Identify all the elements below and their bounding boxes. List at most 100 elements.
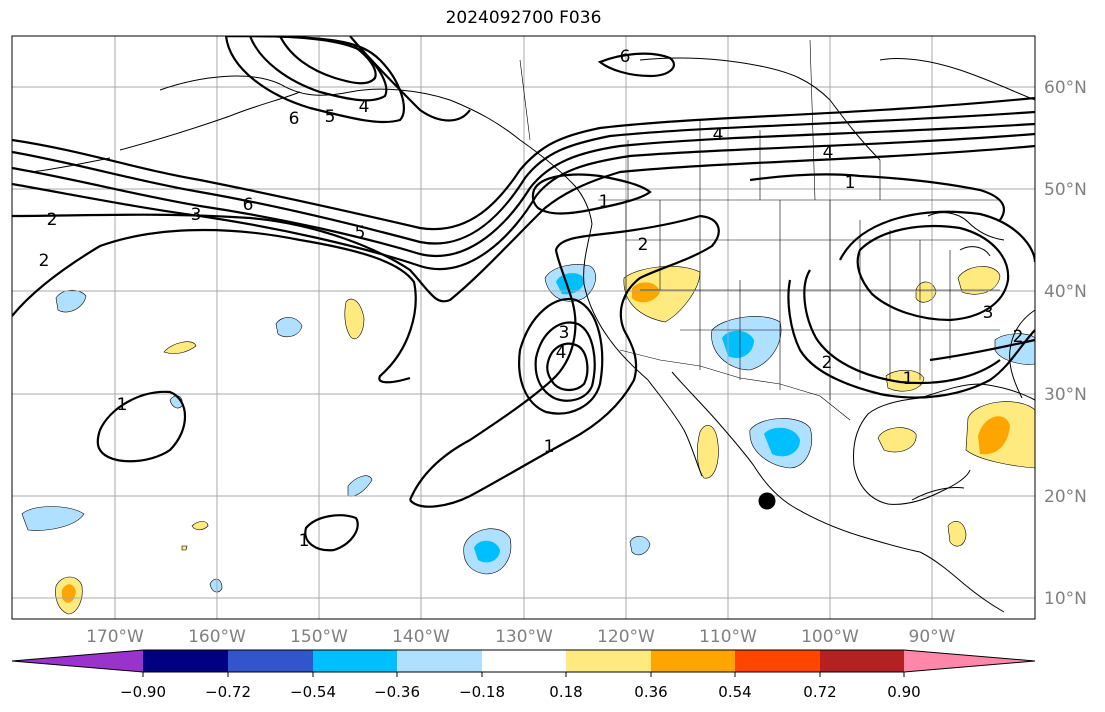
contour-label: 1 bbox=[544, 437, 555, 457]
central-america-coast bbox=[919, 551, 1005, 613]
blue-patch-pacific-mid bbox=[275, 317, 303, 338]
contour-jet-5 bbox=[12, 144, 1035, 303]
blue-core-ca-coast bbox=[556, 273, 585, 295]
contour-label: 2 bbox=[1013, 327, 1024, 347]
aleutians bbox=[29, 157, 111, 173]
contour-label: 1 bbox=[599, 192, 610, 212]
lat-tick-label: 20°N bbox=[1044, 487, 1087, 507]
shaded-anomaly-areas bbox=[21, 264, 1035, 615]
lat-tick-label: 30°N bbox=[1044, 385, 1087, 405]
blue-patch-hawaii-east bbox=[347, 475, 373, 497]
contour-label: 1 bbox=[299, 531, 310, 551]
lon-tick-label: 120°W bbox=[597, 627, 655, 647]
colorbar-segment bbox=[482, 650, 566, 672]
contour-label: 6 bbox=[620, 47, 631, 67]
alaska-coast bbox=[159, 75, 593, 225]
blue-patch-hawaii-tiny bbox=[209, 578, 223, 593]
contour-label: 3 bbox=[191, 205, 202, 225]
map-frame bbox=[11, 35, 1036, 620]
map-area: 6 5 4 6 1 4 4 1 2 3 6 5 2 2 1 3 4 1 1 2 … bbox=[12, 36, 1035, 619]
blue-patch-hawaii-west bbox=[21, 506, 85, 531]
east-coast bbox=[1009, 309, 1035, 399]
contour-4-low bbox=[546, 342, 589, 392]
colorbar-segment bbox=[397, 650, 482, 672]
colorbar-tick-label: 0.90 bbox=[887, 683, 920, 701]
lon-tick-labels: 170°W 160°W 150°W 140°W 130°W 120°W 110°… bbox=[86, 627, 956, 647]
colorbar-tick-label: −0.54 bbox=[290, 683, 336, 701]
colorbar-tick-label: −0.90 bbox=[120, 683, 166, 701]
contour-label: 6 bbox=[289, 109, 300, 129]
colorbar-segment bbox=[735, 650, 820, 672]
blue-core-arizona bbox=[722, 330, 754, 359]
contour-lines bbox=[12, 36, 1035, 552]
us-west-coast bbox=[583, 223, 649, 381]
yellow-patch-hawaii-south bbox=[191, 521, 209, 531]
colorbar-segment bbox=[228, 650, 313, 672]
great-lakes bbox=[927, 212, 1005, 257]
graticule bbox=[12, 36, 1035, 619]
contour-jet-1 bbox=[12, 96, 1035, 231]
yellow-patch-gulf bbox=[877, 427, 917, 453]
yellow-patch-midwest bbox=[915, 281, 937, 303]
state-lines-horizontal bbox=[626, 239, 1000, 331]
colorbar-segment bbox=[143, 650, 228, 672]
north-coast-canada bbox=[639, 57, 881, 161]
contour-labels: 6 5 4 6 1 4 4 1 2 3 6 5 2 2 1 3 4 1 1 2 … bbox=[39, 47, 1024, 551]
contour-label: 1 bbox=[845, 173, 856, 193]
contour-label: 5 bbox=[355, 223, 366, 243]
contour-label: 4 bbox=[359, 97, 370, 117]
lat-tick-label: 10°N bbox=[1044, 589, 1087, 609]
lon-tick-label: 90°W bbox=[909, 627, 956, 647]
contour-2-plains bbox=[787, 279, 1035, 399]
gulf-coast bbox=[853, 383, 1035, 505]
contour-1-north-us bbox=[749, 173, 1005, 221]
coastlines bbox=[29, 57, 1035, 613]
contour-3-east bbox=[856, 225, 1010, 322]
blue-patch-south-small bbox=[629, 535, 651, 556]
contour-label: 1 bbox=[903, 369, 914, 389]
colorbar-segment bbox=[820, 650, 904, 672]
yellow-patch-baja bbox=[697, 424, 719, 479]
contour-3-low bbox=[534, 321, 596, 402]
lat-tick-labels: 60°N 50°N 40°N 30°N 20°N 10°N bbox=[1044, 78, 1087, 609]
contour-label: 3 bbox=[559, 323, 570, 343]
yellow-patch-great-lakes bbox=[957, 266, 1001, 295]
lon-tick-label: 110°W bbox=[699, 627, 757, 647]
contour-label: 3 bbox=[983, 303, 994, 323]
alaska-peninsula bbox=[119, 91, 301, 151]
contour-label: 2 bbox=[822, 353, 833, 373]
colorbar-tick-label: 0.36 bbox=[634, 683, 667, 701]
yellow-patch-texas-coast bbox=[885, 369, 925, 392]
contour-6-north bbox=[597, 52, 675, 78]
contour-2-east-c bbox=[929, 338, 1035, 362]
lon-tick-label: 100°W bbox=[801, 627, 859, 647]
colorbar-tick-label: −0.36 bbox=[374, 683, 420, 701]
blue-core-south-pacific bbox=[474, 540, 500, 563]
alaska-border bbox=[519, 59, 531, 141]
contour-1-hawaii bbox=[304, 514, 359, 552]
canada-provinces bbox=[627, 39, 881, 201]
colorbar-tick-label: −0.18 bbox=[459, 683, 505, 701]
contour-jet-2 bbox=[12, 110, 1035, 245]
contour-jet-3 bbox=[12, 122, 1035, 257]
colorbar-segment bbox=[313, 650, 397, 672]
lat-tick-label: 40°N bbox=[1044, 282, 1087, 302]
lon-tick-label: 170°W bbox=[86, 627, 144, 647]
blue-core-mexico bbox=[764, 427, 800, 457]
yellow-dot-south bbox=[181, 545, 188, 551]
contour-1-nw bbox=[531, 173, 652, 215]
lon-tick-label: 130°W bbox=[495, 627, 553, 647]
hudson-bay-edge bbox=[879, 58, 1035, 101]
yellow-patch-central-america bbox=[947, 521, 967, 547]
contour-gulf-alaska bbox=[349, 36, 471, 122]
yucatan bbox=[911, 487, 965, 501]
contour-trough-north-2 bbox=[248, 36, 388, 102]
colorbar-tick-label: −0.72 bbox=[205, 683, 251, 701]
yellow-patch-pacific-small bbox=[163, 341, 197, 354]
location-marker bbox=[758, 492, 776, 510]
lat-tick-label: 50°N bbox=[1044, 180, 1087, 200]
contour-label: 2 bbox=[39, 251, 50, 271]
mexico-west-coast bbox=[671, 371, 921, 553]
contour-label: 2 bbox=[638, 235, 649, 255]
